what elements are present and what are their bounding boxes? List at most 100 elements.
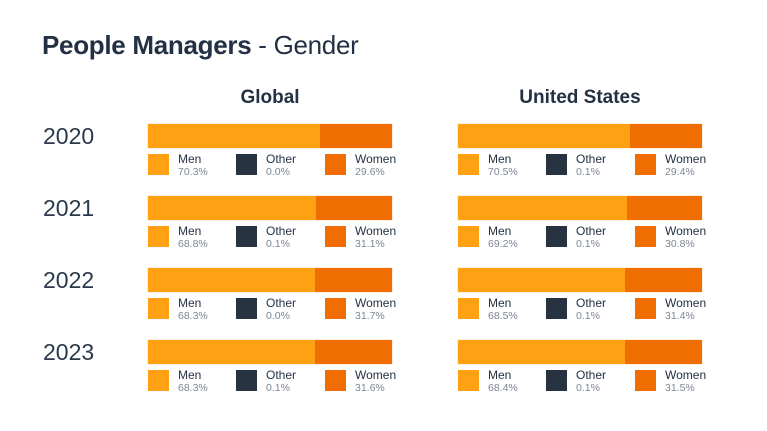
legend-label: Women bbox=[355, 368, 397, 382]
chart-panel-us-2021: Men 69.2% Other 0.1% Women 30.8% bbox=[457, 195, 706, 254]
legend-item-men: Men 68.3% bbox=[148, 369, 208, 394]
legend-percent: 68.3% bbox=[178, 382, 208, 394]
bar-segment-men bbox=[458, 196, 627, 220]
chart-row-2021: 2021 Men 68.8% Other 0.1% Women 31.1% bbox=[0, 195, 767, 258]
legend-percent: 0.0% bbox=[266, 166, 290, 178]
legend: Men 68.8% Other 0.1% Women 31.1% bbox=[148, 225, 396, 250]
legend-label: Other bbox=[266, 152, 297, 166]
legend-percent: 0.1% bbox=[576, 238, 600, 250]
page-title: People Managers - Gender bbox=[42, 30, 359, 61]
legend: Men 68.4% Other 0.1% Women 31.5% bbox=[458, 369, 706, 394]
other-swatch-icon bbox=[236, 154, 257, 175]
year-label: 2020 bbox=[43, 123, 95, 149]
stacked-bar bbox=[147, 123, 393, 149]
legend: Men 70.3% Other 0.0% Women 29.6% bbox=[148, 152, 396, 178]
stacked-bar bbox=[457, 339, 703, 365]
legend-percent: 31.4% bbox=[665, 310, 695, 322]
legend-percent: 30.8% bbox=[665, 238, 695, 250]
legend-label: Other bbox=[576, 224, 607, 238]
legend-item-women: Women 31.4% bbox=[635, 297, 706, 322]
women-swatch-icon bbox=[325, 370, 346, 391]
other-swatch-icon bbox=[236, 298, 257, 319]
men-swatch-icon bbox=[148, 298, 169, 319]
chart-row-2023: 2023 Men 68.3% Other 0.1% Women 31.6% bbox=[0, 339, 767, 402]
legend-label: Men bbox=[488, 296, 512, 310]
legend-label: Men bbox=[488, 368, 512, 382]
legend-item-other: Other 0.1% bbox=[546, 153, 606, 178]
bar-segment-women bbox=[630, 124, 702, 148]
legend-label: Men bbox=[178, 296, 202, 310]
legend-percent: 0.1% bbox=[576, 166, 600, 178]
bar-segment-women bbox=[627, 196, 702, 220]
legend: Men 68.3% Other 0.0% Women 31.7% bbox=[148, 296, 396, 322]
legend-label: Other bbox=[266, 296, 297, 310]
column-header-united-states: United States bbox=[519, 87, 641, 108]
legend-label: Other bbox=[266, 224, 297, 238]
year-label: 2023 bbox=[43, 339, 95, 365]
legend-label: Other bbox=[576, 152, 607, 166]
other-swatch-icon bbox=[546, 298, 567, 319]
other-swatch-icon bbox=[236, 370, 257, 391]
legend-percent: 29.6% bbox=[355, 166, 385, 178]
women-swatch-icon bbox=[635, 370, 656, 391]
legend-label: Men bbox=[488, 152, 512, 166]
legend-percent: 0.1% bbox=[576, 382, 600, 394]
women-swatch-icon bbox=[325, 154, 346, 175]
legend-percent: 69.2% bbox=[488, 238, 518, 250]
legend: Men 69.2% Other 0.1% Women 30.8% bbox=[458, 224, 706, 250]
chart-panel-us-2022: Men 68.5% Other 0.1% Women 31.4% bbox=[457, 267, 706, 326]
bar-segment-women bbox=[319, 124, 392, 148]
bar-segment-men bbox=[148, 340, 315, 364]
bar-segment-women bbox=[625, 340, 702, 364]
legend-item-women: Women 30.8% bbox=[635, 225, 706, 250]
legend: Men 68.3% Other 0.1% Women 31.6% bbox=[148, 368, 396, 394]
legend-label: Women bbox=[665, 368, 707, 382]
legend-item-men: Men 68.8% bbox=[148, 225, 208, 250]
legend-item-men: Men 68.5% bbox=[458, 297, 518, 322]
stacked-bar bbox=[457, 195, 703, 221]
stacked-bar bbox=[457, 267, 703, 293]
legend-item-women: Women 29.4% bbox=[635, 153, 706, 178]
legend-percent: 31.6% bbox=[355, 382, 385, 394]
legend-label: Men bbox=[178, 152, 202, 166]
chart-panel-global-2021: Men 68.8% Other 0.1% Women 31.1% bbox=[147, 195, 396, 254]
bar-segment-men bbox=[148, 196, 316, 220]
legend-percent: 31.7% bbox=[355, 310, 385, 322]
bar-segment-men bbox=[458, 340, 625, 364]
legend-item-men: Men 70.3% bbox=[148, 153, 208, 178]
chart-panel-global-2020: Men 70.3% Other 0.0% Women 29.6% bbox=[147, 123, 396, 182]
stacked-bar bbox=[147, 267, 393, 293]
women-swatch-icon bbox=[635, 226, 656, 247]
legend-label: Men bbox=[178, 368, 202, 382]
page-title-bold: People Managers bbox=[42, 30, 252, 60]
legend-label: Men bbox=[488, 224, 512, 238]
page-title-light: - Gender bbox=[251, 30, 359, 60]
other-swatch-icon bbox=[546, 154, 567, 175]
legend-percent: 68.5% bbox=[488, 310, 518, 322]
legend-item-men: Men 68.3% bbox=[148, 297, 208, 322]
legend-label: Other bbox=[266, 368, 297, 382]
legend-item-other: Other 0.1% bbox=[546, 225, 606, 250]
bar-segment-men bbox=[148, 268, 315, 292]
men-swatch-icon bbox=[458, 370, 479, 391]
legend-item-women: Women 31.7% bbox=[325, 297, 396, 322]
men-swatch-icon bbox=[148, 154, 169, 175]
legend-label: Women bbox=[665, 224, 707, 238]
legend-percent: 0.1% bbox=[266, 382, 290, 394]
legend-percent: 0.1% bbox=[576, 310, 600, 322]
other-swatch-icon bbox=[236, 226, 257, 247]
legend-percent: 31.1% bbox=[355, 238, 385, 250]
legend-percent: 31.5% bbox=[665, 382, 695, 394]
legend-item-other: Other 0.1% bbox=[236, 225, 296, 250]
legend-item-men: Men 68.4% bbox=[458, 369, 518, 394]
legend-label: Women bbox=[665, 152, 707, 166]
legend-label: Other bbox=[576, 296, 607, 310]
legend-item-men: Men 70.5% bbox=[458, 153, 518, 178]
legend-label: Women bbox=[665, 296, 707, 310]
other-swatch-icon bbox=[546, 370, 567, 391]
chart-panel-global-2023: Men 68.3% Other 0.1% Women 31.6% bbox=[147, 339, 396, 398]
chart-panel-us-2023: Men 68.4% Other 0.1% Women 31.5% bbox=[457, 339, 706, 398]
bar-segment-women bbox=[625, 268, 702, 292]
chart-row-2022: 2022 Men 68.3% Other 0.0% Women 31.7% bbox=[0, 267, 767, 330]
men-swatch-icon bbox=[458, 154, 479, 175]
